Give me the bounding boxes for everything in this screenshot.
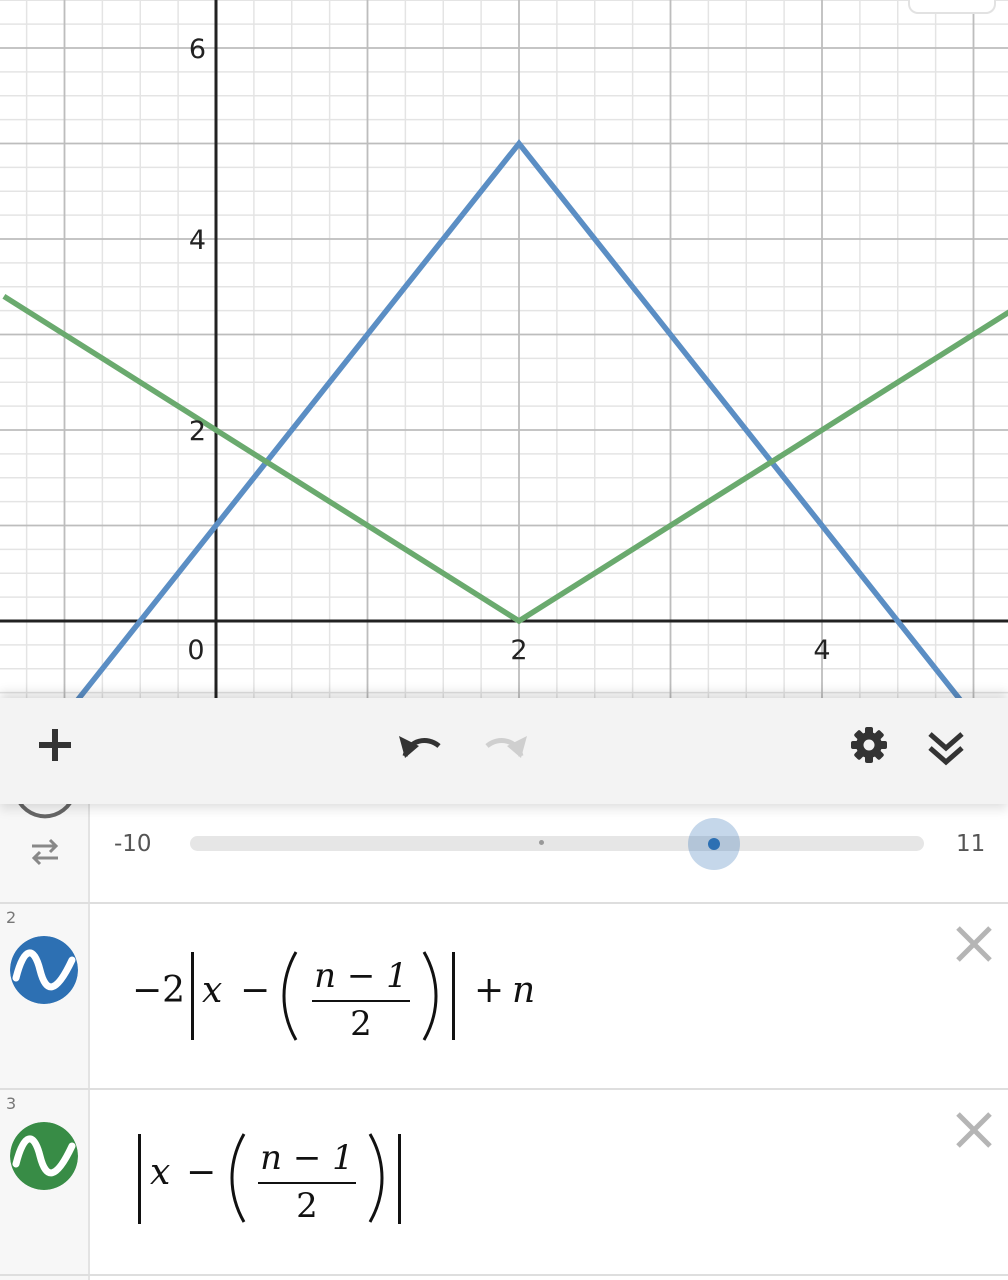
abs-bar-right xyxy=(452,952,455,1040)
series-line-2 xyxy=(2,293,1008,625)
expression-minus: − xyxy=(186,1152,217,1193)
delete-expression-icon[interactable] xyxy=(952,922,996,966)
x-tick-label: 4 xyxy=(813,635,830,666)
fraction-bar xyxy=(258,1182,356,1184)
add-expression-button[interactable] xyxy=(30,720,80,770)
slider-zero-marker xyxy=(539,840,544,845)
plus-icon xyxy=(39,729,71,761)
paren-left xyxy=(230,1133,246,1223)
paren-left xyxy=(282,951,298,1041)
expression-row-3[interactable]: 3 x − n − 1 2 xyxy=(0,1090,1008,1274)
slider-row: -10 11 xyxy=(0,793,1008,902)
expression-row-2[interactable]: 2 −2 x − n − 1 2 + n xyxy=(0,904,1008,1088)
expression-number: 2 xyxy=(6,908,17,927)
collapse-list-button[interactable] xyxy=(920,722,972,774)
y-tick-label: 4 xyxy=(189,225,206,256)
y-tick-label: 2 xyxy=(189,416,206,447)
series-line-1 xyxy=(74,139,964,700)
abs-bar-left xyxy=(138,1134,141,1224)
list-gutter xyxy=(0,804,90,1280)
graph-corner-tab[interactable] xyxy=(908,0,996,14)
redo-icon xyxy=(485,736,527,758)
expression-variable-x: x xyxy=(202,970,223,1011)
slider-thumb[interactable] xyxy=(708,838,721,850)
fraction-bar xyxy=(312,1000,410,1002)
expression-coefficient: −2 xyxy=(132,970,186,1011)
redo-button[interactable] xyxy=(478,718,534,774)
y-tick-label: 6 xyxy=(189,34,206,65)
expression-toolbar xyxy=(0,698,1008,804)
undo-icon xyxy=(399,736,441,758)
abs-bar-right xyxy=(398,1134,401,1224)
row-divider xyxy=(0,902,1008,904)
graph-color-icon[interactable] xyxy=(10,936,78,1004)
fraction-numerator: n − 1 xyxy=(260,1138,354,1178)
gear-icon xyxy=(851,727,887,763)
settings-button[interactable] xyxy=(844,720,894,770)
slider-track[interactable] xyxy=(190,836,924,851)
x-tick-label: 0 xyxy=(187,635,204,666)
x-tick-label: 2 xyxy=(510,635,527,666)
fraction-denominator: 2 xyxy=(296,1186,318,1226)
animate-loop-icon[interactable] xyxy=(28,836,62,866)
slider-max-label[interactable]: 11 xyxy=(956,831,986,857)
fraction-denominator: 2 xyxy=(350,1004,372,1044)
expression-variable-n: n xyxy=(512,970,536,1011)
expression-number: 3 xyxy=(6,1094,17,1113)
slider-min-label[interactable]: -10 xyxy=(114,831,152,857)
paren-right xyxy=(368,1133,384,1223)
expression-variable-x: x xyxy=(150,1152,171,1193)
expression-plus: + xyxy=(474,970,505,1011)
fraction-numerator: n − 1 xyxy=(314,956,408,996)
graph-color-icon[interactable] xyxy=(10,1122,78,1190)
delete-expression-icon[interactable] xyxy=(952,1108,996,1152)
graph-svg[interactable]: 0 2 4 2 4 6 xyxy=(0,0,1008,700)
paren-right xyxy=(422,951,438,1041)
abs-bar-left xyxy=(191,952,194,1040)
undo-button[interactable] xyxy=(392,718,448,774)
row-divider xyxy=(0,1088,1008,1090)
row-divider xyxy=(0,1274,1008,1276)
double-chevron-down-icon xyxy=(928,732,964,766)
expression-minus: − xyxy=(240,970,271,1011)
expression-list: -10 11 2 −2 x − n − 1 2 + n 3 xyxy=(0,793,1008,1280)
graph-canvas[interactable]: 0 2 4 2 4 6 xyxy=(0,0,1008,700)
